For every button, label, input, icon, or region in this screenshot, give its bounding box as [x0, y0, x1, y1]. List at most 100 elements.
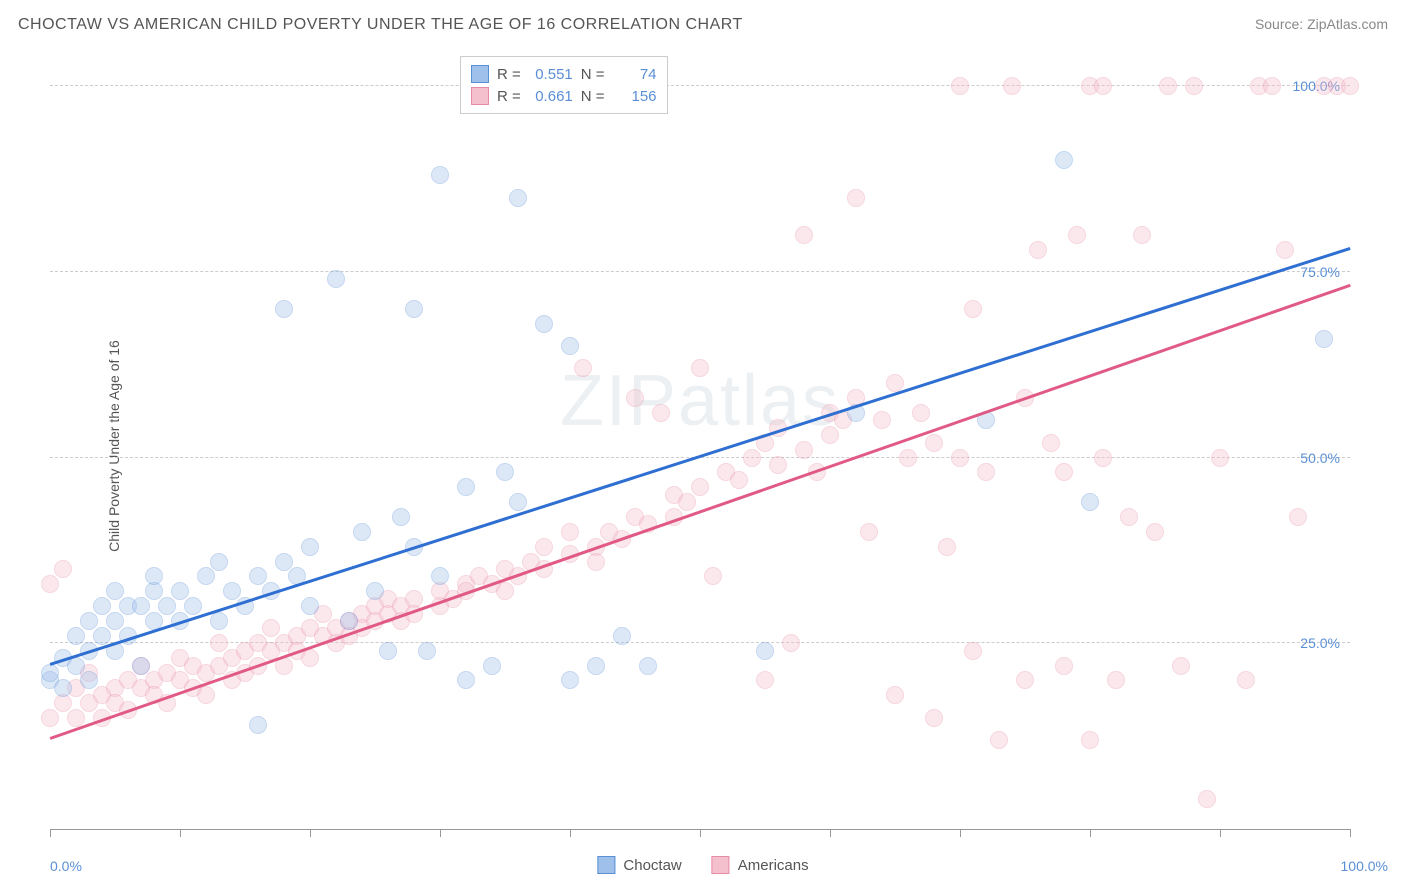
- data-point: [964, 642, 982, 660]
- data-point: [275, 553, 293, 571]
- data-point: [210, 612, 228, 630]
- x-tick: [310, 829, 311, 837]
- data-point: [301, 538, 319, 556]
- data-point: [561, 337, 579, 355]
- data-point: [431, 567, 449, 585]
- data-point: [1198, 790, 1216, 808]
- data-point: [1055, 463, 1073, 481]
- data-point: [951, 449, 969, 467]
- data-point: [197, 686, 215, 704]
- data-point: [496, 463, 514, 481]
- r-value-choctaw: 0.551: [529, 66, 573, 83]
- x-tick: [1220, 829, 1221, 837]
- data-point: [171, 582, 189, 600]
- data-point: [912, 404, 930, 422]
- x-tick-label-min: 0.0%: [50, 858, 82, 874]
- data-point: [1315, 330, 1333, 348]
- data-point: [405, 300, 423, 318]
- data-point: [899, 449, 917, 467]
- data-point: [730, 471, 748, 489]
- data-point: [964, 300, 982, 318]
- data-point: [145, 567, 163, 585]
- data-point: [41, 709, 59, 727]
- data-point: [1094, 449, 1112, 467]
- data-point: [483, 657, 501, 675]
- data-point: [1185, 77, 1203, 95]
- y-tick-label: 75.0%: [1300, 264, 1340, 280]
- gridline: [50, 85, 1350, 86]
- data-point: [626, 389, 644, 407]
- swatch-americans: [712, 856, 730, 874]
- data-point: [769, 456, 787, 474]
- legend-item-choctaw: Choctaw: [597, 856, 681, 874]
- data-point: [457, 478, 475, 496]
- source-label: Source:: [1255, 16, 1307, 32]
- data-point: [54, 679, 72, 697]
- data-point: [1120, 508, 1138, 526]
- data-point: [1159, 77, 1177, 95]
- data-point: [860, 523, 878, 541]
- data-point: [1146, 523, 1164, 541]
- chart-container: CHOCTAW VS AMERICAN CHILD POVERTY UNDER …: [0, 0, 1406, 892]
- data-point: [587, 553, 605, 571]
- data-point: [93, 627, 111, 645]
- data-point: [704, 567, 722, 585]
- data-point: [93, 597, 111, 615]
- data-point: [1289, 508, 1307, 526]
- data-point: [106, 612, 124, 630]
- r-label: R =: [497, 88, 521, 105]
- r-value-americans: 0.661: [529, 88, 573, 105]
- data-point: [691, 478, 709, 496]
- data-point: [639, 657, 657, 675]
- n-value-choctaw: 74: [613, 66, 657, 83]
- data-point: [821, 426, 839, 444]
- data-point: [873, 411, 891, 429]
- data-point: [1003, 77, 1021, 95]
- data-point: [691, 359, 709, 377]
- data-point: [795, 226, 813, 244]
- data-point: [457, 671, 475, 689]
- data-point: [886, 686, 904, 704]
- data-point: [1133, 226, 1151, 244]
- data-point: [132, 657, 150, 675]
- data-point: [379, 642, 397, 660]
- x-tick-label-max: 100.0%: [1341, 858, 1388, 874]
- data-point: [938, 538, 956, 556]
- data-point: [756, 671, 774, 689]
- x-tick: [1350, 829, 1351, 837]
- data-point: [197, 567, 215, 585]
- data-point: [132, 597, 150, 615]
- data-point: [418, 642, 436, 660]
- x-tick: [1090, 829, 1091, 837]
- data-point: [1042, 434, 1060, 452]
- x-tick: [180, 829, 181, 837]
- data-point: [509, 189, 527, 207]
- data-point: [990, 731, 1008, 749]
- data-point: [1276, 241, 1294, 259]
- data-point: [1081, 493, 1099, 511]
- plot-area: ZIPatlas 25.0%50.0%75.0%100.0%: [50, 50, 1350, 830]
- y-tick-label: 25.0%: [1300, 635, 1340, 651]
- stats-row-americans: R = 0.661 N = 156: [471, 85, 657, 107]
- data-point: [496, 582, 514, 600]
- data-point: [353, 523, 371, 541]
- data-point: [1068, 226, 1086, 244]
- data-point: [1211, 449, 1229, 467]
- data-point: [41, 575, 59, 593]
- data-point: [275, 300, 293, 318]
- data-point: [977, 463, 995, 481]
- data-point: [509, 493, 527, 511]
- r-label: R =: [497, 66, 521, 83]
- data-point: [327, 270, 345, 288]
- trend-line: [50, 284, 1351, 740]
- data-point: [756, 642, 774, 660]
- data-point: [613, 627, 631, 645]
- source-attribution: Source: ZipAtlas.com: [1255, 16, 1388, 32]
- data-point: [262, 619, 280, 637]
- source-name: ZipAtlas.com: [1307, 16, 1388, 32]
- swatch-choctaw: [597, 856, 615, 874]
- data-point: [80, 612, 98, 630]
- data-point: [561, 523, 579, 541]
- data-point: [223, 582, 241, 600]
- data-point: [1081, 731, 1099, 749]
